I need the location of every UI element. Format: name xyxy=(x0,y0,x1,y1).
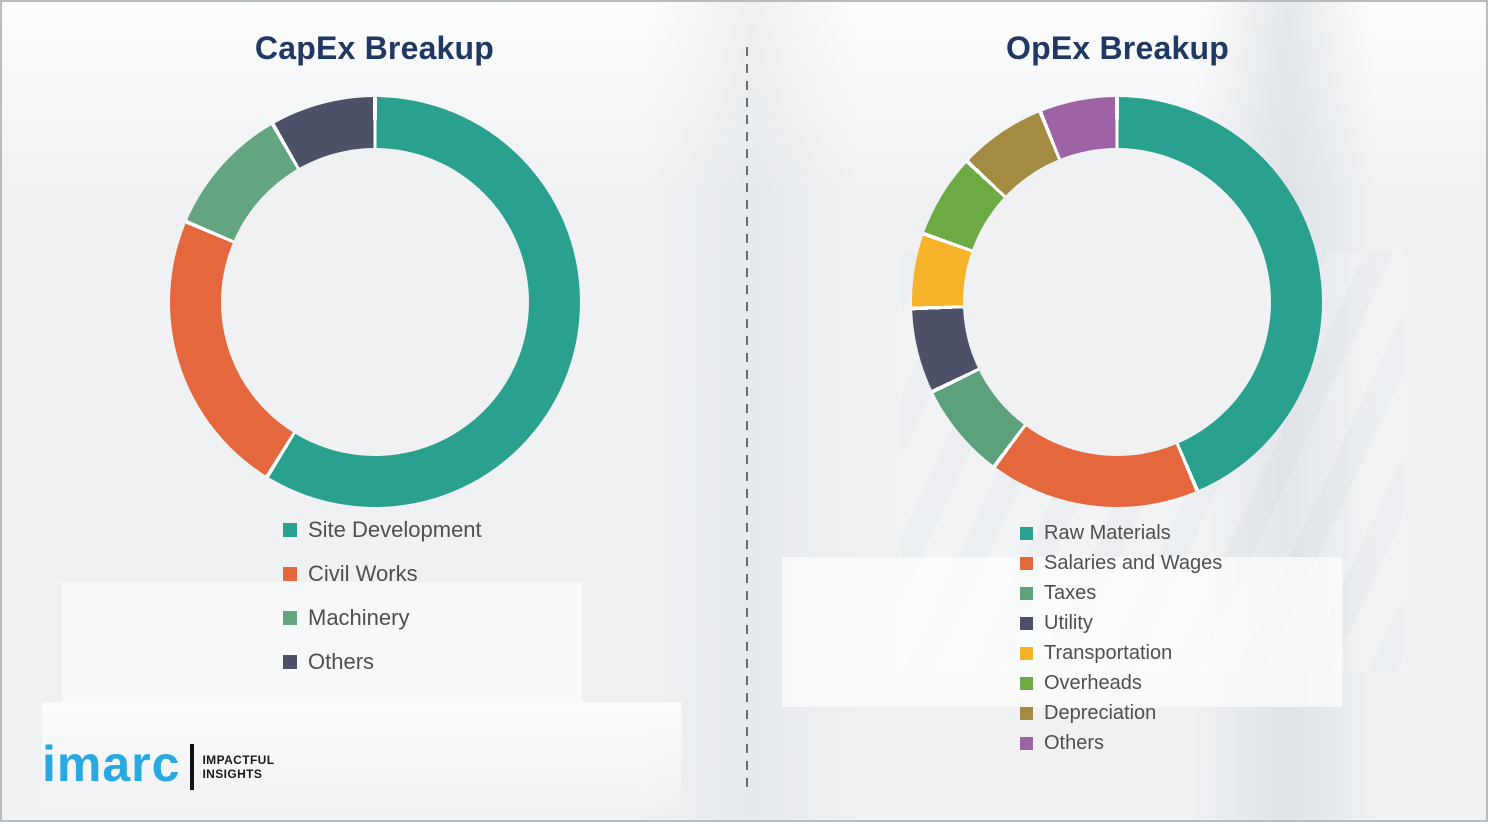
opex-donut-chart xyxy=(912,97,1322,507)
legend-swatch xyxy=(1020,616,1033,630)
legend-label: Taxes xyxy=(1044,581,1097,604)
legend-item: Overheads xyxy=(1020,668,1222,698)
legend-label: Others xyxy=(308,649,375,674)
imarc-logo: imarc IMPACTFUL INSIGHTS xyxy=(42,735,274,793)
legend-swatch xyxy=(1020,706,1033,720)
legend-label: Utility xyxy=(1044,611,1093,634)
legend-swatch xyxy=(1020,736,1033,750)
capex-chart-title: CapEx Breakup xyxy=(254,30,495,66)
legend-swatch xyxy=(1020,586,1033,600)
legend-item: Site Development xyxy=(283,516,482,544)
legend-label: Depreciation xyxy=(1044,701,1157,724)
capex-donut-hole xyxy=(221,148,529,456)
legend-item: Civil Works xyxy=(283,560,482,588)
legend-swatch xyxy=(1020,526,1033,540)
legend-label: Others xyxy=(1044,731,1105,754)
legend-item: Others xyxy=(1020,728,1222,758)
legend-item: Utility xyxy=(1020,608,1222,638)
capex-legend: Site Development Civil Works Machinery O… xyxy=(283,516,482,692)
legend-label: Transportation xyxy=(1044,641,1173,664)
legend-swatch xyxy=(1020,556,1033,570)
legend-label: Raw Materials xyxy=(1044,521,1171,544)
legend-item: Salaries and Wages xyxy=(1020,548,1222,578)
legend-item: Others xyxy=(283,648,482,676)
imarc-tagline-line1: IMPACTFUL xyxy=(202,753,275,767)
imarc-logo-tagline: IMPACTFUL INSIGHTS xyxy=(202,753,274,781)
legend-swatch xyxy=(1020,676,1033,690)
legend-item: Transportation xyxy=(1020,638,1222,668)
legend-item: Raw Materials xyxy=(1020,518,1222,548)
imarc-logo-wordmark: imarc xyxy=(42,736,181,792)
legend-swatch xyxy=(1020,646,1033,660)
panel-divider xyxy=(746,47,748,792)
opex-legend: Raw Materials Salaries and Wages Taxes U… xyxy=(1020,518,1222,758)
legend-label: Overheads xyxy=(1044,671,1142,694)
opex-chart-title: OpEx Breakup xyxy=(1006,30,1229,66)
legend-swatch xyxy=(283,523,297,537)
legend-item: Depreciation xyxy=(1020,698,1222,728)
legend-item: Taxes xyxy=(1020,578,1222,608)
capex-donut-chart xyxy=(170,97,580,507)
legend-swatch xyxy=(283,567,297,581)
imarc-logo-divider xyxy=(190,744,195,790)
opex-donut-hole xyxy=(963,148,1271,456)
legend-item: Machinery xyxy=(283,604,482,632)
legend-swatch xyxy=(283,655,297,669)
background-watermark xyxy=(642,2,862,820)
legend-label: Machinery xyxy=(308,605,410,630)
legend-swatch xyxy=(283,611,297,625)
legend-label: Site Development xyxy=(308,517,482,542)
legend-label: Civil Works xyxy=(308,561,418,586)
legend-label: Salaries and Wages xyxy=(1044,551,1223,574)
imarc-tagline-line2: INSIGHTS xyxy=(202,767,263,781)
